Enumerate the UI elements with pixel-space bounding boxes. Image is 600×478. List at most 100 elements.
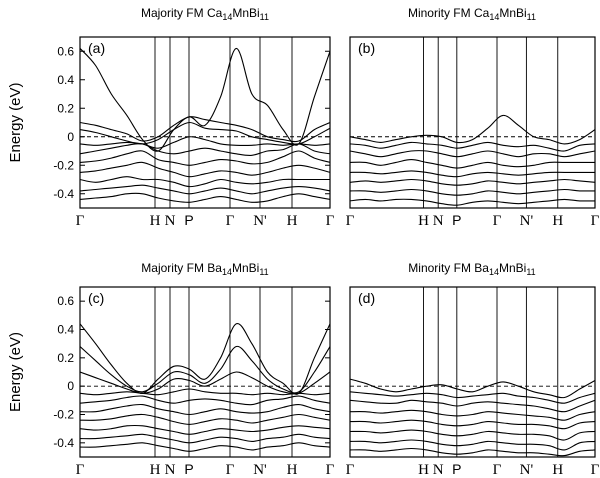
title-subscript: 14 [222, 12, 232, 22]
x-tick-label: Γ [326, 213, 335, 229]
band-6 [80, 403, 330, 416]
x-tick-label: N' [253, 213, 267, 229]
title-subscript: 11 [260, 12, 269, 22]
y-tick-label: 0.2 [57, 101, 74, 115]
panel-title: Majority FM Ca14MnBi11 [141, 6, 269, 22]
band-7 [350, 188, 595, 196]
title-subscript: 14 [489, 267, 499, 277]
panel-label: (b) [358, 40, 375, 56]
x-tick-label: Γ [226, 213, 235, 229]
x-tick-label: N [165, 213, 176, 229]
panel-4: Minority FM Ba14MnBi11(d)Γ H N P Γ N' H Γ [346, 261, 600, 478]
band-10 [80, 442, 330, 452]
title-text: MnBi [232, 6, 259, 20]
x-tick-label: P [184, 212, 193, 228]
band-3 [350, 150, 595, 158]
plot-frame [79, 36, 331, 209]
x-tick-label: Γ [326, 462, 335, 478]
title-text: MnBi [499, 6, 526, 20]
panel-label: (a) [88, 40, 105, 56]
plot-frame [79, 286, 331, 458]
y-tick-label: -0.4 [53, 436, 74, 450]
band-9 [80, 184, 330, 195]
title-subscript: 14 [222, 267, 232, 277]
title-text: Minority FM Ca [408, 6, 490, 20]
x-tick-label: Γ [76, 462, 85, 478]
band-3 [80, 371, 330, 395]
title-subscript: 14 [489, 12, 499, 22]
title-text: MnBi [499, 261, 526, 275]
band-1 [80, 47, 330, 152]
x-tick-label: H [287, 462, 298, 478]
panel-2: Minority FM Ca14MnBi11(b)Γ H N P Γ N' H Γ [346, 6, 600, 229]
x-tick-label: H [150, 462, 161, 478]
x-tick-label: Γ [591, 213, 600, 229]
title-subscript: 11 [526, 267, 535, 277]
band-8 [80, 176, 330, 188]
x-tick-label: P [452, 212, 461, 228]
title-text: MnBi [232, 261, 259, 275]
band-5 [350, 170, 595, 178]
band-6 [80, 150, 330, 166]
band-1 [350, 378, 595, 399]
title-subscript: 11 [527, 12, 536, 22]
x-tick-label: N [433, 213, 444, 229]
band-4 [80, 136, 330, 149]
x-tick-label: P [452, 461, 461, 477]
y-tick-label: 0 [67, 379, 74, 393]
x-tick-label: N [433, 462, 444, 478]
band-1 [350, 114, 595, 145]
plot-frame [349, 286, 596, 458]
y-tick-label: 0.6 [57, 294, 74, 308]
title-text: Minority FM Ba [408, 261, 489, 275]
y-axis-label: Energy (eV) [7, 332, 24, 412]
x-tick-label: Γ [591, 462, 600, 478]
y-tick-label: 0.6 [57, 44, 74, 58]
title-text: Majority FM Ca [141, 6, 223, 20]
bands [350, 378, 595, 457]
band-2 [80, 345, 330, 394]
plot-frame [349, 36, 596, 209]
band-2 [350, 141, 595, 152]
band-5 [80, 395, 330, 406]
x-tick-label: H [418, 462, 429, 478]
band-8 [350, 447, 595, 457]
band-3 [350, 399, 595, 413]
title-subscript: 11 [259, 267, 268, 277]
band-9 [80, 433, 330, 444]
bands [80, 47, 330, 203]
x-tick-label: Γ [346, 462, 355, 478]
band-6 [350, 178, 595, 186]
y-tick-label: -0.4 [53, 187, 74, 201]
band-7 [350, 439, 595, 451]
x-tick-label: H [552, 462, 563, 478]
x-tick-label: H [287, 213, 298, 229]
y-tick-label: 0.4 [57, 323, 74, 337]
x-tick-label: N [165, 462, 176, 478]
title-text: Majority FM Ba [141, 261, 222, 275]
x-tick-label: H [418, 213, 429, 229]
panel-title: Minority FM Ca14MnBi11 [408, 6, 536, 22]
band-2 [350, 391, 595, 404]
band-8 [80, 424, 330, 435]
y-tick-label: -0.2 [53, 408, 74, 422]
y-tick-label: -0.2 [53, 158, 74, 172]
band-4 [80, 388, 330, 396]
band-7 [80, 413, 330, 425]
panel-label: (d) [358, 290, 375, 306]
band-10 [80, 192, 330, 203]
x-tick-label: H [552, 213, 563, 229]
bands [80, 323, 330, 452]
band-7 [80, 161, 330, 178]
bands [350, 114, 595, 206]
x-tick-label: Γ [493, 462, 502, 478]
x-tick-label: Γ [493, 213, 502, 229]
x-tick-label: N' [520, 462, 534, 478]
panel-label: (c) [88, 290, 104, 306]
x-tick-label: N' [253, 462, 267, 478]
band-3 [80, 121, 330, 145]
x-tick-label: P [184, 461, 193, 477]
x-tick-label: Γ [346, 213, 355, 229]
band-2 [80, 116, 330, 143]
